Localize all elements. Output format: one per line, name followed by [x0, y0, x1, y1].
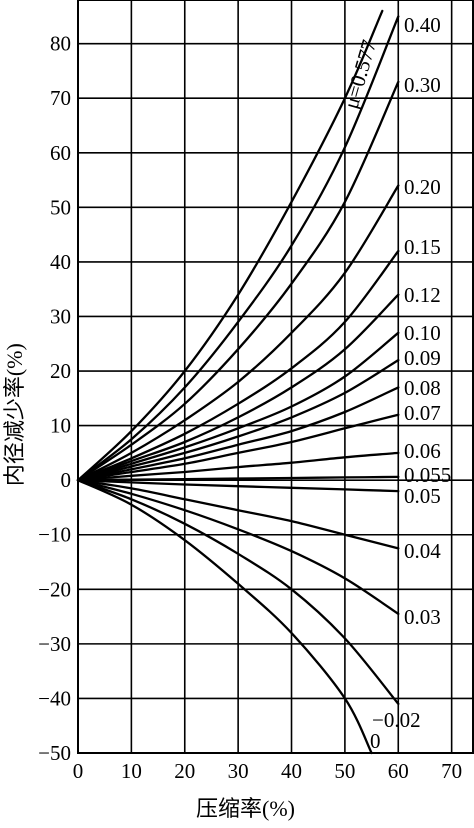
axes: [77, 0, 474, 754]
series-line-0.03: [76, 479, 400, 616]
series-line-0.20: [76, 184, 400, 482]
y-tick-label: 80: [50, 32, 71, 56]
y-tick-label: −30: [38, 632, 71, 656]
x-tick-label: 70: [441, 759, 462, 783]
series-line-0: [76, 479, 373, 755]
y-tick-label: −20: [38, 577, 71, 601]
series-label: 0: [370, 729, 381, 753]
series-line-0.05: [76, 479, 400, 493]
y-tick-label: −10: [38, 523, 71, 547]
series-line-μ=0.577: [76, 9, 384, 482]
y-tick-label: −50: [38, 741, 71, 765]
series-labels: μ=0.5770.400.300.200.150.120.100.090.080…: [339, 13, 452, 753]
series-label: 0.30: [404, 73, 441, 97]
series-line-0.12: [76, 293, 400, 482]
y-tick-label: 0: [61, 468, 72, 492]
series-line-0.09: [76, 358, 400, 482]
y-tick-label: 20: [50, 359, 71, 383]
y-tick-label: 40: [50, 250, 71, 274]
x-tick-label: 60: [388, 759, 409, 783]
series-label: 0.12: [404, 283, 441, 307]
series-line-0.055: [76, 475, 400, 482]
y-tick-label: 70: [50, 86, 71, 110]
series-line-0.40: [76, 15, 400, 482]
y-tick-label: 30: [50, 304, 71, 328]
series-lines: [76, 9, 400, 755]
series-label: 0.055: [404, 463, 451, 487]
y-tick-label: 60: [50, 141, 71, 165]
y-tick-label: −40: [38, 686, 71, 710]
series-line-0.06: [76, 451, 400, 482]
series-label: 0.07: [404, 401, 441, 425]
series-line-0.15: [76, 249, 400, 482]
series-label: 0.10: [404, 321, 441, 345]
x-tick-label: 40: [281, 759, 302, 783]
series-line-0.02: [76, 479, 400, 706]
x-tick-label: 20: [174, 759, 195, 783]
x-tick-label: 50: [334, 759, 355, 783]
series-label: 0.09: [404, 346, 441, 370]
series-line-0.30: [76, 80, 400, 482]
series-line-0.04: [76, 479, 400, 550]
x-tick-labels: 0 10 20 30 40 50 60 70: [73, 759, 462, 783]
y-tick-labels: 80 70 60 50 40 30 20 10 0 −10 −20 −30 −40 −50: [38, 32, 71, 765]
x-tick-label: 10: [121, 759, 142, 783]
series-label: 0.08: [404, 376, 441, 400]
plot-frame: [77, 0, 474, 754]
x-axis-label: 压缩率(%): [196, 796, 295, 821]
series-line-0.10: [76, 331, 400, 482]
series-label: −0.02: [372, 708, 421, 732]
series-label: 0.04: [404, 539, 441, 563]
y-tick-label: 50: [50, 195, 71, 219]
y-tick-label: 10: [50, 414, 71, 438]
series-label: 0.05: [404, 484, 441, 508]
x-tick-label: 30: [228, 759, 249, 783]
series-label: 0.06: [404, 439, 441, 463]
series-label: 0.40: [404, 13, 441, 37]
x-tick-label: 0: [73, 759, 84, 783]
series-line-0.07: [76, 413, 400, 482]
series-label: 0.03: [404, 605, 441, 629]
series-label: 0.15: [404, 235, 441, 259]
y-axis-label: 内径减少率(%): [2, 343, 27, 486]
series-label: 0.20: [404, 175, 441, 199]
series-line-0.08: [76, 386, 400, 482]
